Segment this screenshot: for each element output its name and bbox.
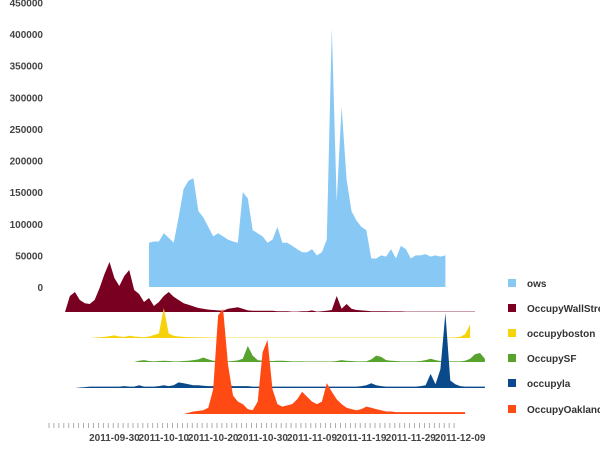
x-axis: 2011-09-302011-10-102011-10-202011-10-30… — [48, 423, 486, 444]
y-tick-label: 400000 — [10, 30, 44, 41]
legend-label-occupywallstreet: OccupyWallStreet — [527, 304, 600, 315]
legend-swatch-occupywallstreet — [508, 304, 516, 312]
series-area-occupyoakland — [183, 309, 466, 414]
legend-swatch-ows — [508, 279, 516, 287]
y-tick-label: 250000 — [10, 125, 44, 136]
x-tick-label: 2011-12-09 — [435, 433, 486, 444]
series-layers — [65, 27, 485, 414]
series-area-occupywallstreet — [65, 262, 475, 312]
legend-swatch-occupyboston — [508, 329, 516, 337]
y-tick-label: 100000 — [10, 220, 44, 231]
legend-label-occupyoakland: OccupyOakland — [527, 405, 600, 416]
legend-label-occupyla: occupyla — [527, 379, 571, 390]
x-tick-label: 2011-10-20 — [188, 433, 239, 444]
y-tick-label: 50000 — [15, 251, 43, 262]
y-tick-label: 300000 — [10, 93, 44, 104]
series-area-occupysf — [134, 346, 485, 362]
legend-swatch-occupysf — [508, 354, 516, 362]
x-tick-label: 2011-11-29 — [386, 433, 436, 444]
x-tick-label: 2011-10-30 — [237, 433, 288, 444]
y-tick-label: 150000 — [10, 188, 44, 199]
x-tick-label: 2011-09-30 — [89, 433, 140, 444]
series-area-occupyboston — [74, 308, 471, 338]
x-tick-label: 2011-11-09 — [287, 433, 337, 444]
legend: ows OccupyWallStreet occupyboston OccupySF o… — [508, 279, 600, 416]
y-tick-label: 0 — [37, 283, 43, 294]
legend-label-occupysf: OccupySF — [527, 354, 576, 365]
y-axis: 0 50000 100000 150000 200000 250000 300000 3500… — [10, 0, 44, 294]
y-tick-label: 200000 — [10, 157, 44, 168]
y-tick-label: 450000 — [10, 0, 44, 9]
y-tick-label: 350000 — [10, 62, 44, 73]
legend-swatch-occupyoakland — [508, 405, 516, 413]
series-area-ows — [149, 27, 446, 287]
x-tick-label: 2011-10-10 — [138, 433, 189, 444]
series-area-occupyla — [74, 313, 485, 388]
legend-label-ows: ows — [527, 279, 547, 290]
legend-label-occupyboston: occupyboston — [527, 329, 595, 340]
legend-swatch-occupyla — [508, 379, 516, 387]
x-tick-label: 2011-11-19 — [336, 433, 386, 444]
